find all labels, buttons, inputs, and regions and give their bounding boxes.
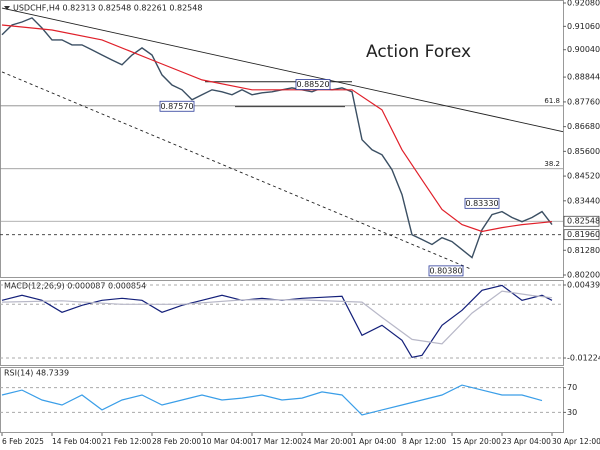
y-tick-label: 0.90040	[567, 45, 600, 54]
x-tick-label: 15 Apr 20:00	[452, 437, 501, 446]
x-tick-label: 17 Mar 12:00	[252, 437, 302, 446]
rsi-title: RSI(14) 48.7339	[4, 369, 69, 378]
trend-line	[1, 71, 473, 270]
annotation-box	[464, 197, 500, 209]
annotation-box	[295, 79, 331, 90]
y-tick-label: 0.81280	[567, 246, 600, 255]
annotation-box	[428, 265, 464, 277]
x-tick-label: 21 Feb 12:00	[102, 437, 151, 446]
series-line	[1, 24, 553, 233]
y-tick-label: 0.83440	[567, 196, 600, 205]
y-tick-label: 0.004395	[567, 281, 600, 290]
y-tick-label: 0.85600	[567, 147, 600, 156]
x-tick-label: 24 Mar 20:00	[302, 437, 352, 446]
annotation-label: 0.80380	[429, 266, 462, 275]
watermark: Action Forex	[366, 42, 471, 62]
y-tick-label: 30	[567, 408, 577, 417]
fib-label: 61.8	[544, 97, 560, 105]
y-tick-label: 0.80200	[567, 271, 600, 280]
y-tick-label: 0.84520	[567, 172, 600, 181]
y-tick-label: 0.87760	[567, 97, 600, 106]
price-box	[563, 229, 600, 241]
y-tick-label: 70	[567, 383, 577, 392]
price-label: 0.82548	[567, 217, 600, 226]
macd-title: MACD(12,26,9) 0.000087 0.000854	[4, 282, 146, 291]
annotation-label: 0.87570	[160, 102, 193, 111]
annotation-label: 0.88520	[296, 80, 329, 89]
rsi-panel	[0, 367, 564, 433]
y-tick-label: -0.012241	[567, 354, 600, 363]
y-tick-label: 0.91060	[567, 22, 600, 31]
macd-panel	[0, 280, 564, 366]
series-line	[1, 290, 553, 345]
trend-line	[1, 7, 564, 133]
x-tick-label: 23 Apr 04:00	[502, 437, 551, 446]
x-tick-label: 10 Mar 04:00	[202, 437, 252, 446]
price-label: 0.81960	[567, 230, 600, 239]
x-tick-label: 8 Apr 12:00	[402, 437, 446, 446]
y-tick-label: 0.88844	[567, 73, 600, 82]
main-panel	[0, 0, 564, 278]
x-tick-label: 6 Feb 2025	[2, 437, 44, 446]
y-tick-label: 0.92080	[567, 0, 600, 8]
y-tick-label: 0.86680	[567, 122, 600, 131]
x-tick-label: 30 Apr 12:00	[552, 437, 600, 446]
price-box	[563, 215, 600, 227]
series-line	[1, 384, 543, 416]
chart-title: USDCHF,H4 0.82313 0.82548 0.82261 0.8254…	[13, 4, 202, 13]
series-line	[1, 17, 553, 259]
x-tick-label: 14 Feb 04:00	[52, 437, 101, 446]
annotation-box	[159, 100, 195, 112]
menu-triangle	[4, 6, 10, 10]
fib-label: 38.2	[544, 160, 560, 168]
annotation-label: 0.83330	[465, 199, 498, 208]
x-tick-label: 1 Apr 04:00	[352, 437, 396, 446]
x-tick-label: 28 Feb 20:00	[152, 437, 201, 446]
series-line	[1, 284, 553, 358]
